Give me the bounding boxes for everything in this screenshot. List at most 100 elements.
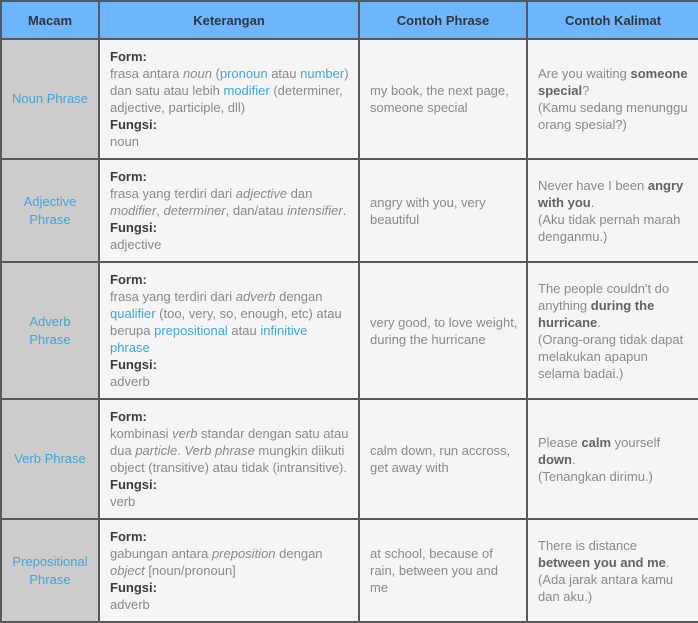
inline-link[interactable]: qualifier xyxy=(110,306,156,321)
text-segment: preposition xyxy=(211,546,276,561)
text-segment: ? xyxy=(582,83,590,98)
text-segment: intensifier xyxy=(287,203,343,218)
text-segment: (Aku tidak pernah marah denganmu.) xyxy=(538,211,681,244)
column-header-macam: Macam xyxy=(0,0,100,40)
macam-cell-adjective-phrase: Adjective Phrase xyxy=(0,158,100,263)
text-segment: Form: xyxy=(110,409,147,424)
text-segment: Fungsi: xyxy=(110,580,157,595)
header-row: Macam Keterangan Contoh Phrase Contoh Ka… xyxy=(0,0,698,40)
text-segment: object xyxy=(110,563,145,578)
text-segment: . xyxy=(571,451,576,467)
text-segment: frasa yang terdiri dari xyxy=(110,186,236,201)
macam-cell-adverb-phrase: Adverb Phrase xyxy=(0,261,100,400)
text-segment: adverb xyxy=(235,289,276,304)
text-segment: angry with you xyxy=(538,177,684,210)
table-row-noun-phrase: Noun Phrase Form: frasa antara noun (pron… xyxy=(0,38,698,160)
text-segment: between you and me xyxy=(538,554,666,570)
text-segment: atau xyxy=(267,66,301,81)
text-segment: noun xyxy=(183,66,212,81)
text-segment: frasa yang terdiri dari xyxy=(110,289,236,304)
text-segment: [noun/pronoun] xyxy=(144,563,236,578)
text-segment: . xyxy=(177,443,185,458)
text-segment: adverb xyxy=(110,597,150,612)
adjective-phrase-link[interactable]: Adjective Phrase xyxy=(23,193,77,227)
text-segment: determiner xyxy=(163,203,226,218)
text-segment: adjective xyxy=(110,237,162,252)
text-segment: gabungan antara xyxy=(110,546,212,561)
inline-link[interactable]: prepositional xyxy=(154,323,228,338)
text-segment: kombinasi xyxy=(110,426,173,441)
text-segment: ( xyxy=(211,66,220,81)
text-segment: , dan/atau xyxy=(225,203,288,218)
text-segment: Never have I been xyxy=(538,177,648,193)
inline-link[interactable]: number xyxy=(300,66,345,81)
text-segment: adjective xyxy=(235,186,288,201)
text-segment: verb xyxy=(110,494,136,509)
inline-link[interactable]: pronoun xyxy=(219,66,268,81)
text-segment: Verb phrase xyxy=(184,443,255,458)
text-segment: calm xyxy=(581,434,612,450)
text-segment: (Tenangkan dirimu.) xyxy=(538,468,653,484)
inline-link[interactable]: infinitive phrase xyxy=(110,323,308,355)
macam-cell-verb-phrase: Verb Phrase xyxy=(0,398,100,520)
text-segment: frasa antara xyxy=(110,66,183,81)
text-segment: Fungsi: xyxy=(110,220,157,235)
noun-phrase-link[interactable]: Noun Phrase xyxy=(12,91,88,106)
text-segment: yourself xyxy=(611,434,661,450)
table-row-adjective-phrase: Adjective Phrase Form: frasa yang terdiri… xyxy=(0,158,698,263)
contoh-kalimat-cell-adjective-phrase: Never have I been angry with you. (Aku ti… xyxy=(526,158,698,263)
prepositional-phrase-link[interactable]: Prepositional Phrase xyxy=(12,553,88,587)
text-segment: . xyxy=(597,314,601,330)
text-segment: Fungsi: xyxy=(110,357,157,372)
text-segment: mungkin diikuti object (transitive) atau… xyxy=(110,443,347,475)
contoh-phrase-cell-noun-phrase: my book, the next page, someone special xyxy=(358,38,528,160)
column-header-contoh-phrase: Contoh Phrase xyxy=(358,0,528,40)
text-segment: (too, very, so, enough, etc) atau berupa xyxy=(110,306,342,338)
text-segment: Fungsi: xyxy=(110,117,157,132)
contoh-kalimat-cell-verb-phrase: Please calm yourself down. (Tenangkan dir… xyxy=(526,398,698,520)
text-segment: Form: xyxy=(110,529,147,544)
macam-cell-noun-phrase: Noun Phrase xyxy=(0,38,100,160)
contoh-kalimat-cell-prepositional-phrase: There is distance between you and me. (Ad… xyxy=(526,518,698,623)
contoh-kalimat-cell-adverb-phrase: The people couldn't do anything during t… xyxy=(526,261,698,400)
keterangan-cell-noun-phrase: Form: frasa antara noun (pronoun atau num… xyxy=(98,38,360,160)
text-segment: (Kamu sedang menunggu orang spesial?) xyxy=(538,100,688,132)
text-segment: verb xyxy=(172,426,198,441)
text-segment: Fungsi: xyxy=(110,477,157,492)
verb-phrase-link[interactable]: Verb Phrase xyxy=(14,451,86,466)
text-segment: Form: xyxy=(110,169,147,184)
contoh-phrase-cell-adjective-phrase: angry with you, very beautiful xyxy=(358,158,528,263)
text-segment: standar dengan satu atau dua xyxy=(110,426,349,458)
contoh-phrase-cell-verb-phrase: calm down, run accross, get away with xyxy=(358,398,528,520)
text-segment: noun xyxy=(110,134,139,149)
table-row-adverb-phrase: Adverb Phrase Form: frasa yang terdiri da… xyxy=(0,261,698,400)
text-segment: . xyxy=(590,194,595,210)
adverb-phrase-link[interactable]: Adverb Phrase xyxy=(29,313,71,347)
macam-cell-prepositional-phrase: Prepositional Phrase xyxy=(0,518,100,623)
text-segment: . xyxy=(665,554,670,570)
text-segment: dengan xyxy=(275,546,323,561)
column-header-keterangan: Keterangan xyxy=(98,0,360,40)
text-segment: There is distance xyxy=(538,537,637,553)
text-segment: down xyxy=(538,451,572,467)
keterangan-cell-prepositional-phrase: Form: gabungan antara preposition dengan … xyxy=(98,518,360,623)
text-segment: particle xyxy=(135,443,178,458)
text-segment: during the hurricane xyxy=(538,297,655,330)
table-row-verb-phrase: Verb Phrase Form: kombinasi verb standar … xyxy=(0,398,698,520)
text-segment: modifier xyxy=(110,203,157,218)
text-segment: dan xyxy=(287,186,313,201)
text-segment: dengan xyxy=(275,289,323,304)
keterangan-cell-adverb-phrase: Form: frasa yang terdiri dari adverb deng… xyxy=(98,261,360,400)
column-header-contoh-kalimat: Contoh Kalimat xyxy=(526,0,698,40)
inline-link[interactable]: modifier xyxy=(223,83,270,98)
contoh-phrase-cell-adverb-phrase: very good, to love weight, during the hu… xyxy=(358,261,528,400)
table-row-prepositional-phrase: Prepositional Phrase Form: gabungan antar… xyxy=(0,518,698,623)
text-segment: (Ada jarak antara kamu dan aku.) xyxy=(538,571,674,604)
text-segment: (Orang-orang tidak dapat melakukan apapu… xyxy=(538,331,684,381)
text-segment: . xyxy=(342,203,347,218)
text-segment: Form: xyxy=(110,49,147,64)
contoh-kalimat-cell-noun-phrase: Are you waiting someone special? (Kamu se… xyxy=(526,38,698,160)
text-segment: Please xyxy=(538,434,582,450)
contoh-phrase-cell-prepositional-phrase: at school, because of rain, between you … xyxy=(358,518,528,623)
